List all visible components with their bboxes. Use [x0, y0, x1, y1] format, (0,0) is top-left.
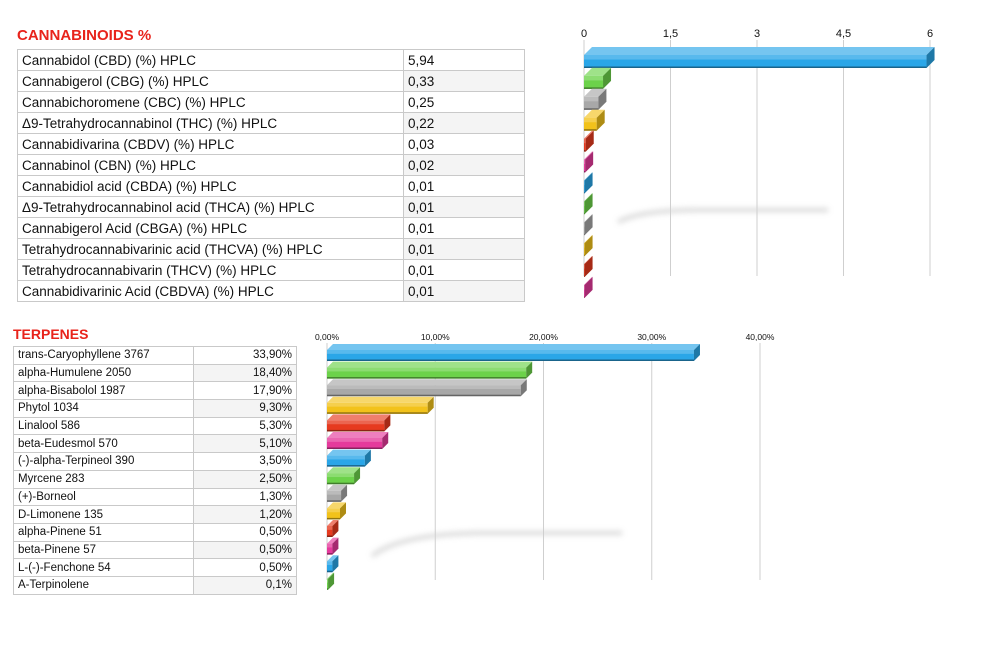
terpene-row: (-)-alpha-Terpineol 390 3,50%	[13, 452, 297, 471]
cannabinoid-row: Cannabidol (CBD) (%) HPLC 5,94	[17, 49, 525, 71]
cannabinoid-name-cell: Cannabidivarina (CBDV) (%) HPLC	[17, 133, 404, 155]
x-tick-label: 20,00%	[529, 332, 558, 342]
terpene-value-cell: 5,10%	[193, 434, 297, 454]
terpene-row: alpha-Bisabolol 1987 17,90%	[13, 381, 297, 401]
terpene-value-cell: 5,30%	[193, 416, 297, 436]
bar	[327, 379, 527, 397]
terpene-name-cell: (-)-alpha-Terpineol 390	[13, 452, 194, 471]
cannabinoids-title: CANNABINOIDS %	[17, 27, 152, 44]
terpenes-title: TERPENES	[13, 326, 89, 342]
terpene-value-cell: 0,1%	[193, 575, 297, 595]
terpene-row: beta-Eudesmol 570 5,10%	[13, 434, 297, 454]
x-tick-label: 1,5	[663, 28, 678, 40]
terpene-row: trans-Caryophyllene 3767 33,90%	[13, 346, 297, 365]
bar	[584, 47, 935, 68]
terpene-row: (+)-Borneol 1,30%	[13, 487, 297, 507]
cannabinoid-row: Cannabinol (CBN) (%) HPLC 0,02	[17, 154, 525, 176]
terpene-row: beta-Pinene 57 0,50%	[13, 540, 297, 560]
terpene-name-cell: (+)-Borneol	[13, 487, 194, 507]
cannabinoid-name-cell: Tetrahydrocannabivarinic acid (THCVA) (%…	[17, 238, 404, 260]
cannabinoid-value-cell: 0,01	[403, 280, 525, 302]
chart-floor-shadow	[370, 531, 622, 558]
cannabinoid-value-cell: 0,01	[403, 217, 525, 239]
cannabinoid-row: Cannabidivarina (CBDV) (%) HPLC 0,03	[17, 133, 525, 155]
bar	[327, 361, 533, 379]
terpene-name-cell: A-Terpinolene	[13, 575, 194, 595]
bar	[327, 537, 339, 555]
x-tick-label: 3	[754, 28, 760, 40]
bar	[327, 432, 389, 449]
cannabinoid-value-cell: 0,22	[403, 112, 525, 134]
bar	[327, 344, 700, 361]
cannabinoid-row: Tetrahydrocannabivarinic acid (THCVA) (%…	[17, 238, 525, 260]
bar	[327, 484, 348, 502]
terpenes-chart: 0,00% 10,00% 20,00% 30,00% 40,00%	[315, 332, 775, 590]
cannabinoid-name-cell: Cannabinol (CBN) (%) HPLC	[17, 154, 404, 176]
bar	[584, 235, 593, 257]
terpene-value-cell: 0,50%	[193, 558, 297, 577]
bar	[327, 467, 361, 485]
x-tick-label: 40,00%	[746, 332, 775, 342]
bar	[584, 256, 593, 277]
terpene-name-cell: trans-Caryophyllene 3767	[13, 346, 194, 365]
bar	[327, 414, 391, 432]
bar	[584, 88, 607, 110]
cannabinoid-row: Cannabigerol (CBG) (%) HPLC 0,33	[17, 70, 525, 92]
cannabinoid-row: Δ9-Tetrahydrocannabinol acid (THCA) (%) …	[17, 196, 525, 218]
terpene-row: L-(-)-Fenchone 54 0,50%	[13, 558, 297, 577]
bar	[327, 449, 371, 467]
x-tick-label: 6	[927, 28, 933, 40]
cannabinoid-row: Δ9-Tetrahydrocannabinol (THC) (%) HPLC 0,…	[17, 112, 525, 134]
bar	[584, 109, 605, 131]
bar	[584, 130, 594, 152]
cannabinoids-chart: 0 1,5 3 4,5 6	[581, 28, 935, 298]
terpene-name-cell: beta-Pinene 57	[13, 540, 194, 560]
terpene-value-cell: 17,90%	[193, 381, 297, 401]
terpene-value-cell: 1,20%	[193, 505, 297, 524]
x-tick-label: 0	[581, 28, 587, 40]
terpene-row: Linalool 586 5,30%	[13, 416, 297, 436]
cannabinoid-name-cell: Cannabidivarinic Acid (CBDVA) (%) HPLC	[17, 280, 404, 302]
bar	[327, 396, 434, 414]
cannabinoid-row: Cannabidivarinic Acid (CBDVA) (%) HPLC 0,…	[17, 280, 525, 302]
cannabinoids-table: Cannabidol (CBD) (%) HPLC 5,94 Cannabigero…	[17, 49, 525, 302]
bar	[584, 172, 593, 194]
bar	[584, 151, 594, 173]
terpene-name-cell: alpha-Bisabolol 1987	[13, 381, 194, 401]
x-tick-label: 4,5	[836, 28, 851, 40]
terpene-row: A-Terpinolene 0,1%	[13, 575, 297, 595]
bar	[327, 572, 335, 590]
bar	[584, 276, 593, 298]
x-tick-label: 0,00%	[315, 332, 340, 342]
cannabinoid-name-cell: Δ9-Tetrahydrocannabinol acid (THCA) (%) …	[17, 196, 404, 218]
bar	[327, 520, 339, 537]
cannabinoid-value-cell: 0,01	[403, 238, 525, 260]
chart-floor-shadow	[617, 208, 828, 224]
x-tick-label: 30,00%	[637, 332, 666, 342]
cannabinoid-value-cell: 0,02	[403, 154, 525, 176]
terpene-row: Myrcene 283 2,50%	[13, 469, 297, 489]
terpene-value-cell: 9,30%	[193, 399, 297, 418]
terpene-value-cell: 3,50%	[193, 452, 297, 471]
terpenes-table: trans-Caryophyllene 3767 33,90% alpha-Humu…	[13, 346, 297, 595]
x-tick-label: 10,00%	[421, 332, 450, 342]
terpene-value-cell: 2,50%	[193, 469, 297, 489]
terpene-row: Phytol 1034 9,30%	[13, 399, 297, 418]
cannabinoid-value-cell: 5,94	[403, 49, 525, 71]
bar	[327, 502, 346, 520]
bar	[327, 555, 339, 573]
bar	[584, 67, 612, 89]
bar	[584, 214, 593, 236]
bar	[584, 193, 593, 215]
terpene-name-cell: alpha-Humulene 2050	[13, 363, 194, 383]
terpene-row: alpha-Humulene 2050 18,40%	[13, 363, 297, 383]
